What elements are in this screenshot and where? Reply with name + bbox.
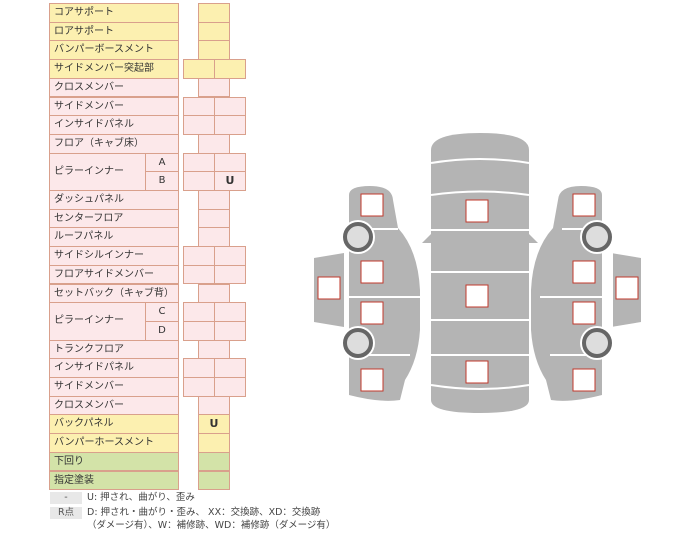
damage-marker-box[interactable]: [465, 360, 489, 384]
value-cell-right[interactable]: [214, 59, 246, 79]
value-cell-right[interactable]: [214, 264, 246, 285]
damage-marker-box[interactable]: [465, 199, 489, 223]
value-cell-right[interactable]: [214, 377, 246, 397]
wheel-icon: [343, 222, 373, 252]
damage-marker-box[interactable]: [572, 260, 596, 284]
damage-marker-box[interactable]: [317, 276, 341, 300]
damage-marker-box[interactable]: [572, 368, 596, 392]
car-left-side: [349, 186, 420, 401]
row-label: ピラーインナー: [49, 302, 146, 341]
damage-marker-box[interactable]: [572, 301, 596, 325]
wheel-icon: [582, 328, 612, 358]
row-label: ピラーインナー: [49, 152, 146, 191]
damage-marker-box[interactable]: [465, 284, 489, 308]
value-cell-right[interactable]: [214, 115, 246, 135]
legend-key: R点: [50, 507, 82, 519]
legend-key: -: [50, 492, 82, 504]
damage-marker-box[interactable]: [360, 368, 384, 392]
wheel-icon: [343, 328, 373, 358]
legend-text: D: 押され・曲がり・歪み、 XX：交換跡、XD：交換跡 （ダメージ有）、W：補修…: [87, 507, 336, 531]
value-cell-right[interactable]: U: [214, 171, 246, 191]
damage-marker-box[interactable]: [360, 193, 384, 217]
row-label: 指定塗装: [49, 470, 179, 491]
wheel-icon: [582, 222, 612, 252]
damage-marker-box[interactable]: [360, 301, 384, 325]
damage-marker-box[interactable]: [572, 193, 596, 217]
damage-marker-box[interactable]: [615, 276, 639, 300]
legend-text: U: 押され、曲がり、歪み: [87, 492, 195, 503]
damage-marker-box[interactable]: [360, 260, 384, 284]
value-cell-right[interactable]: [214, 320, 246, 341]
value-cell[interactable]: [198, 470, 230, 491]
